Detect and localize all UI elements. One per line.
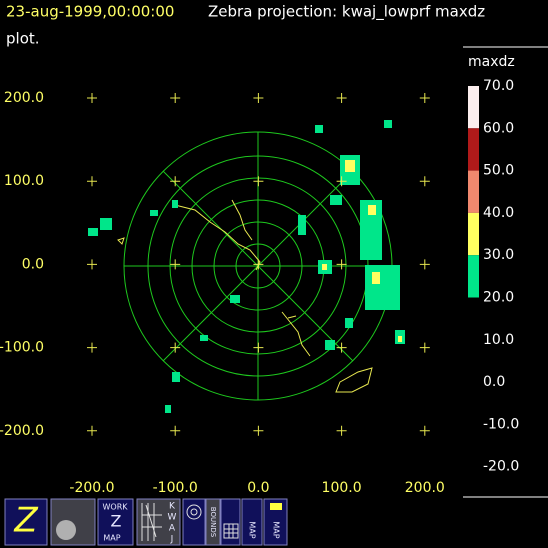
colorbar-label: 50.0	[483, 163, 514, 179]
icon-text: J	[170, 535, 174, 545]
plot-title: Zebra projection: kwaj_lowprf maxdz	[208, 3, 485, 22]
icon-text: Z	[111, 512, 122, 531]
colorbar-label: 0.0	[483, 374, 505, 390]
grid-cross	[419, 259, 430, 270]
icon-text: MAP	[248, 521, 257, 538]
grid-cross	[419, 176, 430, 187]
icon-text: MAP	[272, 521, 281, 538]
grid-cross	[419, 425, 430, 436]
grid-cross	[170, 176, 181, 187]
grid-cross	[336, 342, 347, 353]
grid-cross	[336, 176, 347, 187]
color-segment	[468, 170, 479, 213]
workmap-button[interactable]: WORK Z MAP	[97, 498, 134, 546]
map-button[interactable]: MAP	[241, 498, 263, 546]
grid-button[interactable]	[220, 498, 241, 546]
colorbar-label: 40.0	[483, 205, 514, 221]
color-bar	[468, 86, 479, 298]
color-segment	[468, 86, 479, 129]
grid-cross	[253, 425, 264, 436]
colorbar-label: 20.0	[483, 290, 514, 306]
x-axis-label: -200.0	[69, 480, 114, 496]
x-axis-label: 200.0	[405, 480, 445, 496]
icon-text: W	[168, 513, 177, 523]
us-map-button[interactable]: MAP	[263, 498, 288, 546]
grid-cross	[170, 93, 181, 103]
grid-cross	[419, 93, 430, 103]
grid-cross	[87, 425, 97, 436]
color-segment	[468, 255, 479, 298]
grid-cross	[336, 93, 347, 103]
x-axis-label: -100.0	[153, 480, 198, 496]
colorbar-label: 60.0	[483, 120, 514, 136]
grid-cross	[87, 176, 97, 187]
grid-cross	[87, 259, 97, 270]
y-axis-label: -200.0	[0, 423, 44, 439]
grid-cross	[87, 342, 97, 353]
icon-text: A	[169, 524, 176, 534]
colorbar-label: -10.0	[483, 416, 519, 432]
icon-text: Z	[13, 501, 38, 541]
grid-cross	[336, 425, 347, 436]
y-axis-label: 0.0	[22, 256, 44, 272]
grid-cross	[253, 176, 264, 187]
time-label: 23-aug-1999,00:00:00	[6, 3, 174, 21]
x-axis-label: 0.0	[247, 480, 269, 496]
color-segment	[468, 212, 479, 256]
colorbar-label: -20.0	[483, 459, 519, 475]
satellite-button[interactable]	[50, 498, 96, 546]
radar-echoes	[88, 120, 405, 413]
grid-cross	[253, 259, 264, 270]
grid-cross	[253, 342, 264, 353]
x-axis-label: 100.0	[322, 480, 362, 496]
bounds-button[interactable]: BOUNDS	[205, 498, 221, 546]
rings-button[interactable]	[182, 498, 206, 546]
grid-cross	[170, 259, 181, 270]
grid-cross	[419, 342, 430, 353]
colorbar-field: maxdz	[468, 54, 515, 70]
y-axis-label: 100.0	[4, 173, 44, 189]
icon-grid	[141, 503, 162, 541]
colorbar-label: 30.0	[483, 247, 514, 263]
grid-cross	[253, 93, 264, 103]
y-axis-label: -100.0	[0, 340, 44, 356]
grid-cross	[170, 425, 181, 436]
grid-cross	[336, 259, 347, 270]
colorbar-label: 70.0	[483, 78, 514, 94]
coastlines	[117, 199, 373, 393]
icon-text: WORK	[102, 503, 128, 512]
colorbar-label: 10.0	[483, 332, 514, 348]
grid-cross	[87, 93, 97, 103]
icon-text: BOUNDS	[209, 507, 217, 538]
icon-text: MAP	[103, 534, 120, 543]
icon-text: K	[169, 502, 176, 512]
y-axis-label: 200.0	[4, 90, 44, 106]
color-segment	[468, 128, 479, 171]
plot-title-cont: plot.	[6, 30, 40, 48]
zebra-button[interactable]: Z	[4, 498, 48, 546]
grid-cross	[170, 342, 181, 353]
